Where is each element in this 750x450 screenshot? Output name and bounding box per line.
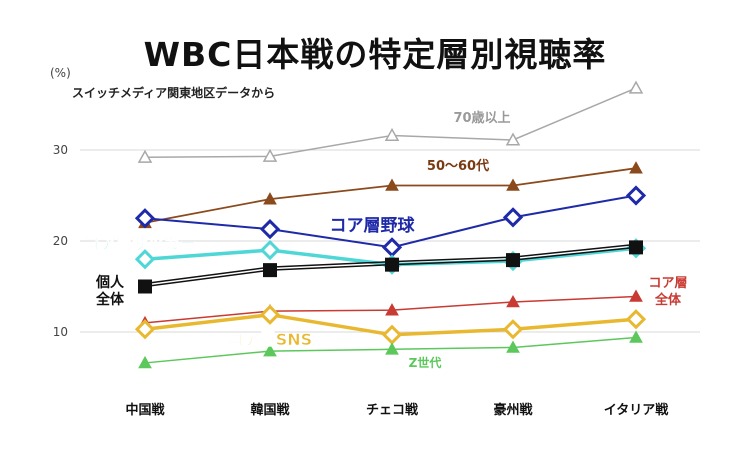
- series-1-point: [506, 178, 520, 191]
- series-4-point: [506, 253, 520, 268]
- series-annotation-label: コア層野球: [330, 216, 416, 236]
- series-2-point: [134, 208, 156, 229]
- series-7-point: [629, 330, 643, 343]
- series-annotation-label: コア層: [648, 276, 687, 291]
- series-annotation-label: 50～60代: [427, 158, 489, 174]
- series-1-point: [263, 192, 277, 205]
- series-annotation-label: コア層SNS: [228, 330, 312, 349]
- series-3-point: [134, 249, 156, 270]
- series-6-point: [381, 324, 403, 345]
- x-tick-label: 中国戦: [125, 402, 165, 418]
- y-unit-label: (%): [50, 66, 71, 80]
- chart-title: WBC日本戦の特定層別視聴率: [143, 35, 607, 74]
- series-3-point: [259, 239, 281, 261]
- series-1-point: [629, 161, 643, 174]
- y-tick-label: 30: [53, 143, 68, 157]
- series-0-line: [144, 87, 637, 159]
- series-annotation-label: 個人: [95, 274, 125, 291]
- series-6-point: [134, 319, 156, 340]
- series-7-point: [385, 342, 399, 355]
- series-annotation-label: 70歳以上: [453, 110, 510, 126]
- series-1-point: [385, 178, 399, 191]
- series-5-point: [385, 303, 399, 316]
- series-7-point: [506, 340, 520, 353]
- series-1-line: [144, 167, 637, 224]
- chart-subtitle: スイッチメディア関東地区データから: [72, 86, 276, 100]
- x-tick-label: 豪州戦: [493, 402, 533, 418]
- series-5-point: [506, 294, 520, 308]
- x-tick-label: チェコ戦: [366, 402, 419, 418]
- series-0-point: [628, 80, 644, 94]
- series-2-point: [502, 207, 524, 228]
- series-7-point: [138, 355, 152, 369]
- series-2-point: [381, 237, 403, 258]
- series-4-point: [629, 240, 643, 255]
- series-0-point: [137, 149, 153, 163]
- series-annotation-label: 全体: [654, 292, 682, 308]
- x-tick-label: イタリア戦: [604, 402, 669, 418]
- x-tick-label: 韓国戦: [250, 402, 290, 418]
- y-tick-label: 10: [53, 325, 68, 339]
- series-4-point: [263, 263, 277, 278]
- series-6-point: [502, 319, 524, 340]
- series-2-point: [625, 185, 647, 206]
- y-tick-label: 20: [53, 234, 68, 248]
- series-0-point: [505, 132, 521, 146]
- series-4-point: [385, 257, 399, 272]
- series-6-point: [259, 304, 281, 325]
- series-6-point: [625, 309, 647, 330]
- series-5-point: [629, 289, 643, 302]
- series-annotation-label: 全体: [95, 291, 125, 308]
- series-annotation-label: Z世代: [409, 355, 442, 370]
- series-annotation-label: コア層サッカー: [84, 234, 196, 253]
- series-0-point: [384, 127, 400, 141]
- series-4-point: [138, 279, 152, 294]
- series-2-point: [259, 219, 281, 240]
- series-7-point: [263, 344, 277, 357]
- series-0-point: [262, 148, 278, 162]
